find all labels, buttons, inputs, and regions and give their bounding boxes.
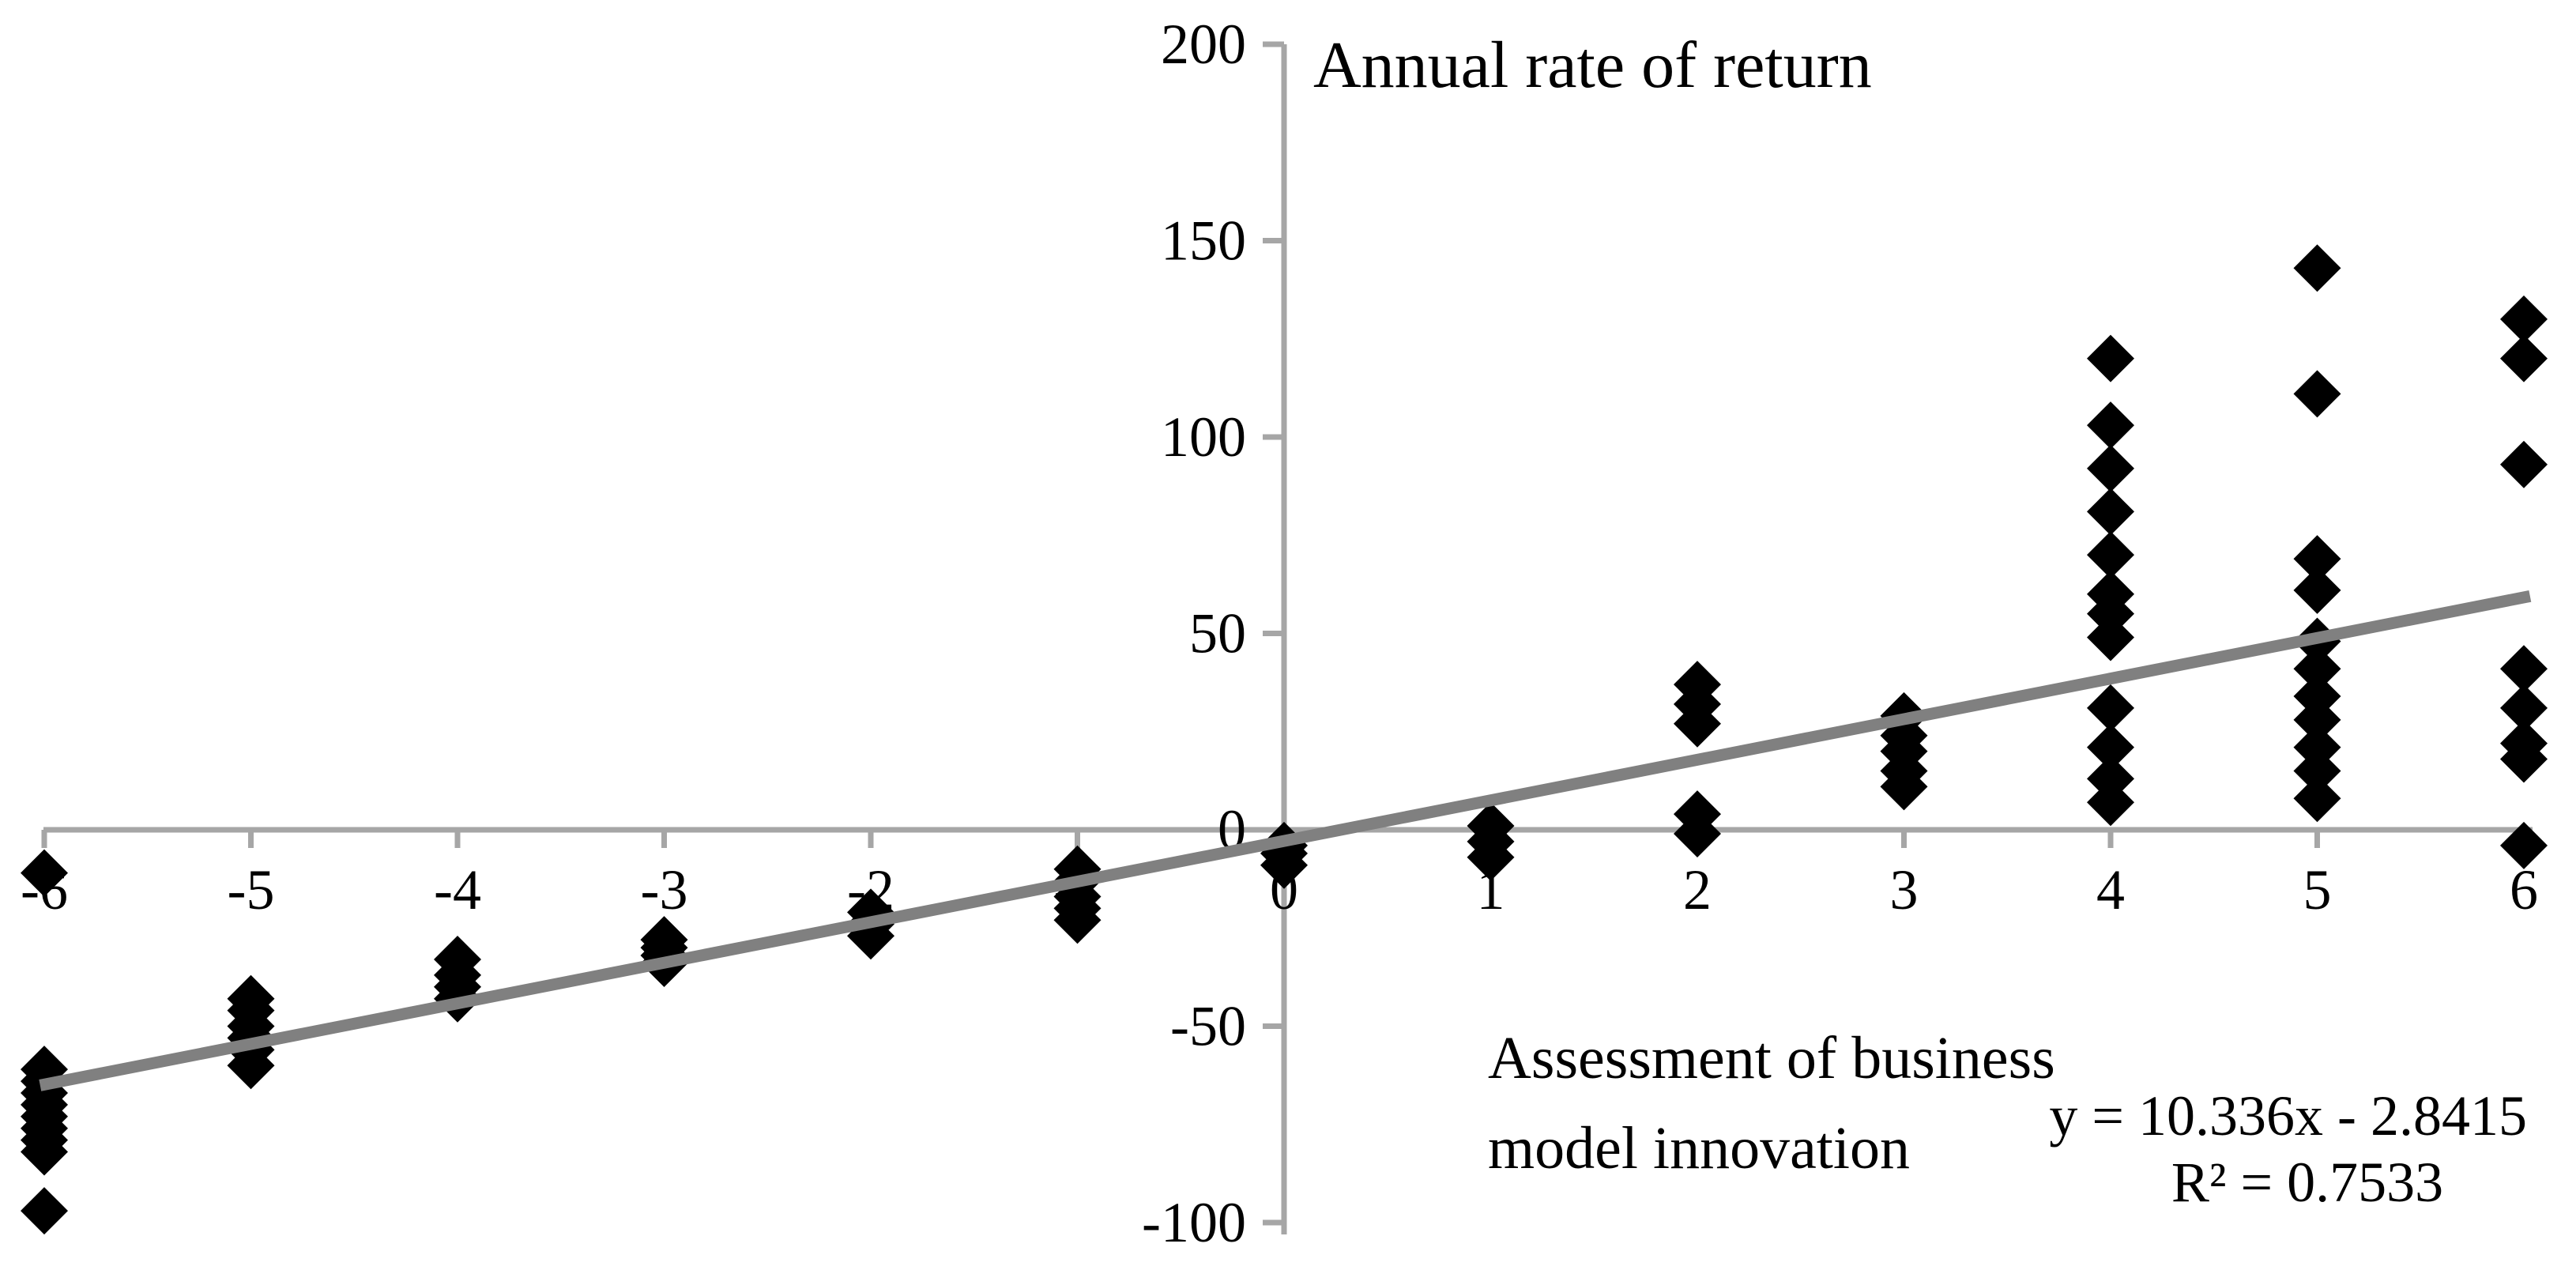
y-tick-label: 100 — [1161, 405, 1246, 469]
x-tick-label: -5 — [228, 858, 275, 921]
data-point — [2293, 566, 2341, 614]
data-point — [2293, 370, 2341, 418]
trendline-layer — [39, 590, 2532, 1091]
y-tick-label: 200 — [1161, 13, 1246, 76]
data-point — [2500, 821, 2548, 869]
data-point — [2293, 244, 2341, 292]
data-point — [227, 1042, 275, 1090]
data-point — [2087, 488, 2134, 536]
data-point — [2087, 723, 2134, 771]
x-tick-label: -3 — [641, 858, 688, 921]
data-point — [2087, 531, 2134, 579]
data-point — [2293, 774, 2341, 823]
data-point — [2087, 334, 2134, 383]
data-point — [2293, 645, 2341, 693]
data-point — [21, 1128, 68, 1176]
data-point — [21, 849, 68, 897]
data-point — [2087, 684, 2134, 732]
data-point — [2293, 747, 2341, 795]
x-axis-label-line1: Assessment of business — [1488, 1025, 2055, 1091]
equation-label: y = 10.336x - 2.8415 — [2049, 1084, 2527, 1148]
y-tick-label: -50 — [1170, 995, 1246, 1058]
data-point — [2500, 684, 2548, 732]
trendline — [39, 590, 2532, 1091]
data-point — [1467, 833, 1515, 881]
r-squared-label: R² = 0.7533 — [2171, 1151, 2443, 1214]
data-point — [1880, 763, 1928, 811]
y-tick-label: 150 — [1161, 209, 1246, 273]
data-point — [2087, 778, 2134, 827]
data-point — [1674, 809, 1721, 857]
data-point — [21, 1187, 68, 1235]
data-point — [2500, 735, 2548, 783]
data-point — [1674, 699, 1721, 748]
x-axis-label-line2: model innovation — [1488, 1115, 1910, 1181]
x-tick-label: 3 — [1890, 858, 1919, 921]
axes — [41, 41, 2533, 1234]
data-point — [2500, 334, 2548, 383]
y-tick-label: -100 — [1142, 1191, 1246, 1254]
data-point — [2293, 695, 2341, 744]
data-point — [2500, 295, 2548, 343]
data-point — [2087, 444, 2134, 492]
data-point — [2500, 645, 2548, 693]
x-tick-label: 5 — [2303, 858, 2332, 921]
y-tick-label: 50 — [1189, 602, 1246, 665]
data-point — [2293, 535, 2341, 583]
data-point — [2500, 440, 2548, 488]
data-point — [2087, 613, 2134, 661]
data-point — [2087, 401, 2134, 450]
data-point — [1260, 841, 1308, 889]
x-tick-label: -4 — [434, 858, 481, 921]
data-point — [1053, 896, 1102, 944]
chart-title: Annual rate of return — [1313, 28, 1872, 102]
x-tick-label: 2 — [1683, 858, 1712, 921]
x-tick-label: 4 — [2096, 858, 2125, 921]
